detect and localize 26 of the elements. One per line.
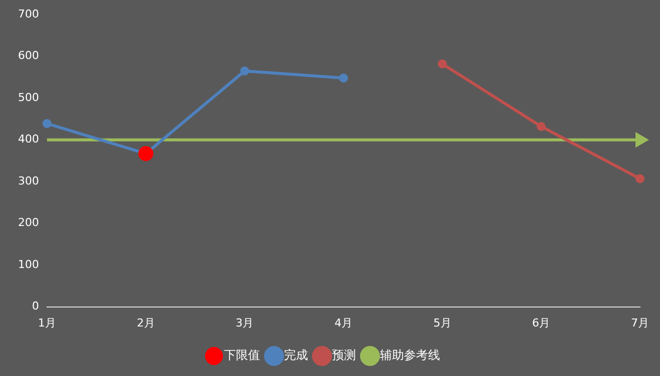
y-tick-label: 400: [18, 132, 39, 146]
point: [636, 174, 644, 184]
point: [42, 119, 52, 128]
y-tick-label: 100: [18, 258, 39, 271]
point: [339, 74, 348, 83]
y-tick-label: 300: [18, 174, 39, 188]
point: [636, 133, 648, 147]
x-tick-label: 5月: [433, 316, 452, 330]
legend-label: 预测: [332, 348, 356, 362]
x-tick-label: 3月: [236, 316, 254, 330]
y-tick-label: 200: [18, 216, 39, 230]
point: [438, 59, 447, 68]
point: [536, 122, 546, 131]
y-tick-label: 500: [18, 90, 39, 104]
y-tick-label: 700: [18, 7, 39, 20]
x-tick-label: 4月: [334, 316, 352, 330]
x-tick-label: 2月: [136, 316, 155, 330]
x-tick-label: 1月: [38, 316, 56, 330]
legend-label: 辅助参考线: [380, 348, 440, 362]
legend-label: 完成: [284, 348, 308, 362]
x-tick-label: 6月: [532, 316, 550, 330]
y-tick-label: 0: [32, 300, 39, 313]
x-tick-label: 7月: [631, 316, 649, 330]
y-tick-label: 600: [18, 49, 39, 62]
legend-label: 下限值: [224, 348, 260, 362]
point: [240, 66, 250, 76]
